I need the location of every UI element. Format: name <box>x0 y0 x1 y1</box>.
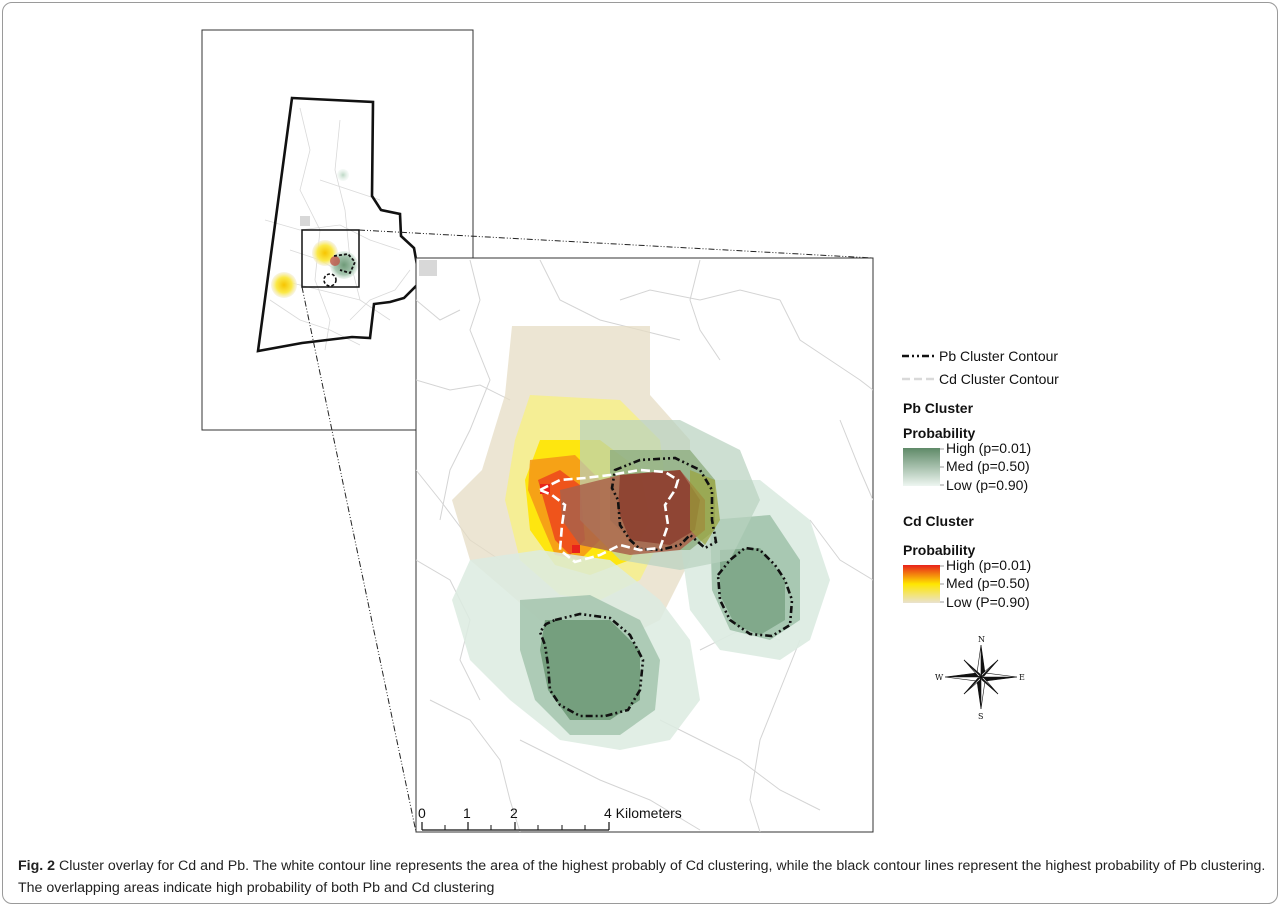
legend-cd-subtitle: Probability <box>903 542 976 558</box>
scale-label-2: 2 <box>510 805 518 821</box>
legend-pb-med: Med (p=0.50) <box>946 458 1030 474</box>
figure-caption: Fig. 2 Cluster overlay for Cd and Pb. Th… <box>18 855 1268 899</box>
overview-overlap <box>330 256 340 266</box>
cd-cluster-contour <box>536 468 680 564</box>
compass-w: W <box>935 673 944 682</box>
overview-cd-cluster-west <box>271 272 297 298</box>
overview-pb-contour <box>333 253 357 275</box>
legend-pb-title: Pb Cluster <box>903 400 974 416</box>
detail-map <box>415 257 874 833</box>
legend-cd-ramp <box>903 565 940 603</box>
legend-pb-ramp <box>903 448 940 486</box>
compass-rose: N S E W <box>935 635 1025 721</box>
pb-cluster-contours <box>538 456 794 718</box>
compass-s: S <box>978 712 983 721</box>
scale-label-0: 0 <box>418 805 426 821</box>
legend-cd-title: Cd Cluster <box>903 513 974 529</box>
extent-rectangle <box>301 229 360 288</box>
overlap-surface <box>560 470 720 555</box>
county-boundary <box>256 96 422 353</box>
detail-roads <box>416 259 873 832</box>
caption-label: Fig. 2 <box>18 858 56 874</box>
legend-cd-high: High (p=0.01) <box>946 557 1031 573</box>
detail-grey-cell <box>419 260 437 276</box>
legend: Pb Cluster Contour Cd Cluster Contour Pb… <box>902 348 1059 610</box>
overview-pb-contour-south <box>323 273 337 287</box>
leader-line-top <box>358 229 874 259</box>
legend-pb-high: High (p=0.01) <box>946 440 1031 456</box>
legend-cd-med: Med (p=0.50) <box>946 575 1030 591</box>
overview-grey-cell <box>300 216 310 226</box>
legend-pb-subtitle: Probability <box>903 425 976 441</box>
scale-label-4-km: 4 Kilometers <box>604 805 682 821</box>
map-figure: 0 1 2 4 Kilometers Pb Cluster Contour Cd… <box>201 29 1059 833</box>
legend-cd-contour-label: Cd Cluster Contour <box>939 371 1059 387</box>
compass-n: N <box>978 635 985 644</box>
leader-line-bottom <box>301 286 417 833</box>
legend-pb-contour-label: Pb Cluster Contour <box>939 348 1058 364</box>
scale-bar: 0 1 2 4 Kilometers <box>418 805 682 831</box>
compass-e: E <box>1019 673 1025 682</box>
caption-text: Cluster overlay for Cd and Pb. The white… <box>18 858 1266 896</box>
overview-pb-cluster-north <box>337 169 349 181</box>
legend-cd-low: Low (P=0.90) <box>946 594 1030 610</box>
legend-pb-low: Low (p=0.90) <box>946 477 1028 493</box>
scale-label-1: 1 <box>463 805 471 821</box>
